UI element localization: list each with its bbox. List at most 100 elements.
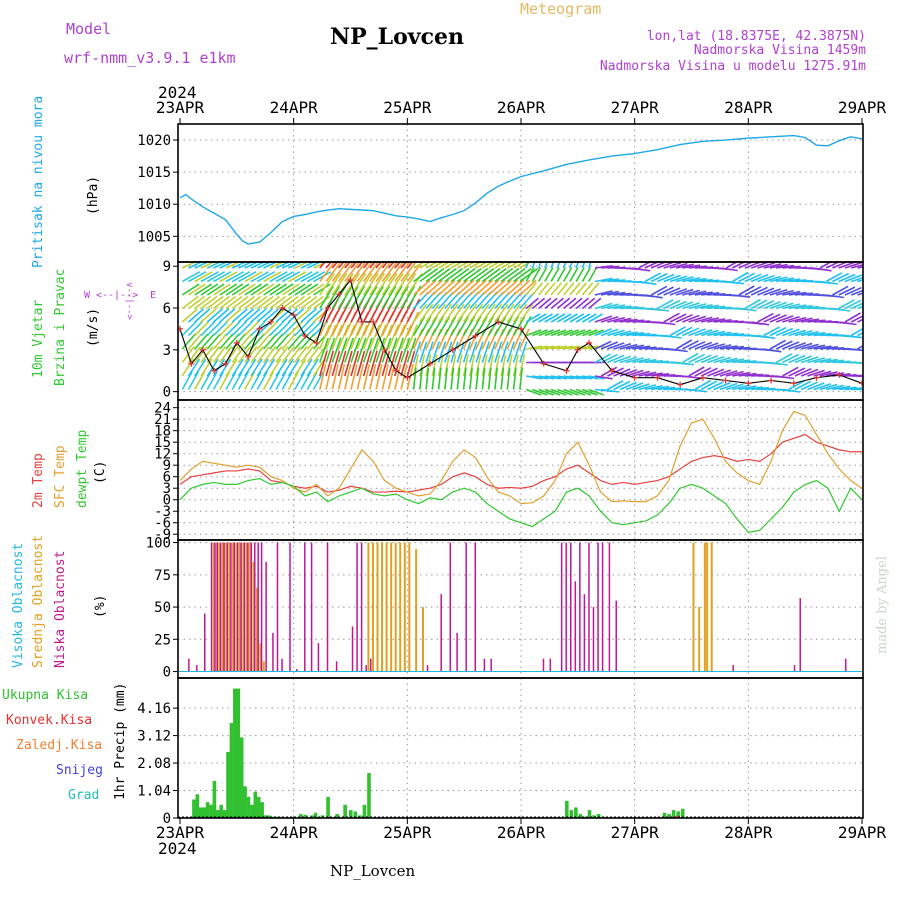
low-cloud-bar xyxy=(188,658,190,672)
wind-arrow xyxy=(844,262,863,269)
wind-arrow xyxy=(544,313,560,323)
wind-arrow xyxy=(325,262,342,282)
wind-arrow xyxy=(369,337,380,363)
pressure-axis-title: Pritisak na nivou mora xyxy=(31,96,46,268)
wind-arrow xyxy=(431,316,445,336)
mid-cloud-bar xyxy=(390,542,393,672)
wind-arrow xyxy=(588,297,602,310)
wind-arrow xyxy=(250,346,264,363)
precip-bar xyxy=(195,794,200,818)
wind-arrow xyxy=(337,285,353,309)
wind-arrow xyxy=(713,382,731,391)
wind-arrow xyxy=(262,320,279,337)
wind-arrow xyxy=(676,361,695,366)
wind-arrow xyxy=(638,280,657,286)
svg-text:v--|-->: v--|--> xyxy=(124,282,134,321)
wind-arrow xyxy=(206,271,226,283)
wind-arrow xyxy=(425,367,430,390)
wind-arrow xyxy=(550,329,567,337)
wind-arrow xyxy=(188,295,205,310)
y-tick-label: 9 xyxy=(163,259,171,275)
wind-arrow xyxy=(444,316,457,336)
wind-arrow xyxy=(519,354,526,377)
wind-arrow xyxy=(500,367,505,390)
wind-arrow xyxy=(663,287,681,296)
wind-arrow xyxy=(506,291,523,310)
wind-gust-marker xyxy=(768,377,775,384)
wind-arrow xyxy=(713,356,732,364)
wind-arrow xyxy=(444,367,448,390)
wind-arrow xyxy=(244,283,262,296)
wind-gust-marker xyxy=(233,339,240,346)
wind-arrow xyxy=(269,333,284,350)
wind-arrow xyxy=(688,340,706,350)
wind-arrow xyxy=(725,383,744,391)
y-tick-label: 1020 xyxy=(137,133,171,149)
wind-arrow xyxy=(494,291,511,310)
wind-arrow xyxy=(406,324,418,350)
wind-arrow xyxy=(794,304,813,310)
wind-arrow xyxy=(250,358,263,377)
wind-arrow xyxy=(400,337,411,363)
wind-arrow xyxy=(294,308,311,323)
wind-arrow xyxy=(688,366,705,377)
wind-arrow xyxy=(187,320,204,337)
wind-arrow xyxy=(807,357,826,364)
wind-gust-marker xyxy=(631,374,638,381)
wind-arrow xyxy=(556,313,572,323)
wind-arrow xyxy=(181,295,199,310)
wind-arrow xyxy=(851,348,863,352)
wind-arrow xyxy=(238,271,257,283)
wind-arrow xyxy=(525,375,543,380)
wind-arrow xyxy=(632,370,650,377)
wind-arrow xyxy=(494,341,503,363)
wind-arrow xyxy=(744,386,763,391)
wind-arrow xyxy=(275,371,287,390)
wind-arrow xyxy=(506,279,525,296)
y-tick-label: 3.12 xyxy=(137,729,171,745)
wind-arrow xyxy=(750,274,769,283)
wind-gust-marker xyxy=(404,374,411,381)
mid-cloud-bar xyxy=(259,643,262,672)
low-cloud-bar xyxy=(240,542,242,672)
wind-arrow xyxy=(487,367,492,390)
wind-arrow xyxy=(556,282,569,296)
wind-gust-marker xyxy=(608,367,615,374)
mid-cloud-bar xyxy=(221,542,224,672)
wind-arrow xyxy=(606,380,624,391)
wind-arrow xyxy=(269,283,288,296)
wind-arrow xyxy=(319,363,327,390)
wind-arrow xyxy=(700,329,719,337)
wind-arrow xyxy=(857,361,863,364)
wind-arrow xyxy=(231,320,247,337)
mid-cloud-bar xyxy=(381,542,384,672)
wind-arrow xyxy=(412,354,419,377)
wind-arrow xyxy=(425,267,445,283)
wind-arrow xyxy=(613,330,632,337)
wind-arrow xyxy=(394,262,411,282)
wind-arrow xyxy=(213,262,229,269)
wind-arrow xyxy=(387,324,400,350)
wind-arrow xyxy=(394,262,401,269)
wind-arrow xyxy=(557,375,574,380)
wind-arrow xyxy=(788,316,807,323)
wind-arrow xyxy=(394,324,406,350)
top-time-label: 28APR xyxy=(724,98,773,117)
wind-arrow xyxy=(381,272,398,296)
wind-arrow xyxy=(212,320,229,337)
wind-arrow xyxy=(807,382,825,391)
wind-arrow xyxy=(488,279,506,296)
wind-arrow xyxy=(206,295,224,310)
wind-arrow xyxy=(400,262,417,282)
wind-arrow xyxy=(625,382,644,391)
wind-arrow xyxy=(331,337,342,363)
wind-arrow xyxy=(231,262,248,269)
wind-arrow xyxy=(607,291,626,296)
wind-arrow xyxy=(294,295,312,310)
wind-arrow xyxy=(225,295,243,310)
wind-arrow xyxy=(231,308,248,323)
wind-arrow xyxy=(462,354,469,377)
wind-arrow xyxy=(381,363,389,390)
wind-arrow xyxy=(250,333,265,350)
wind-arrow xyxy=(231,371,243,390)
